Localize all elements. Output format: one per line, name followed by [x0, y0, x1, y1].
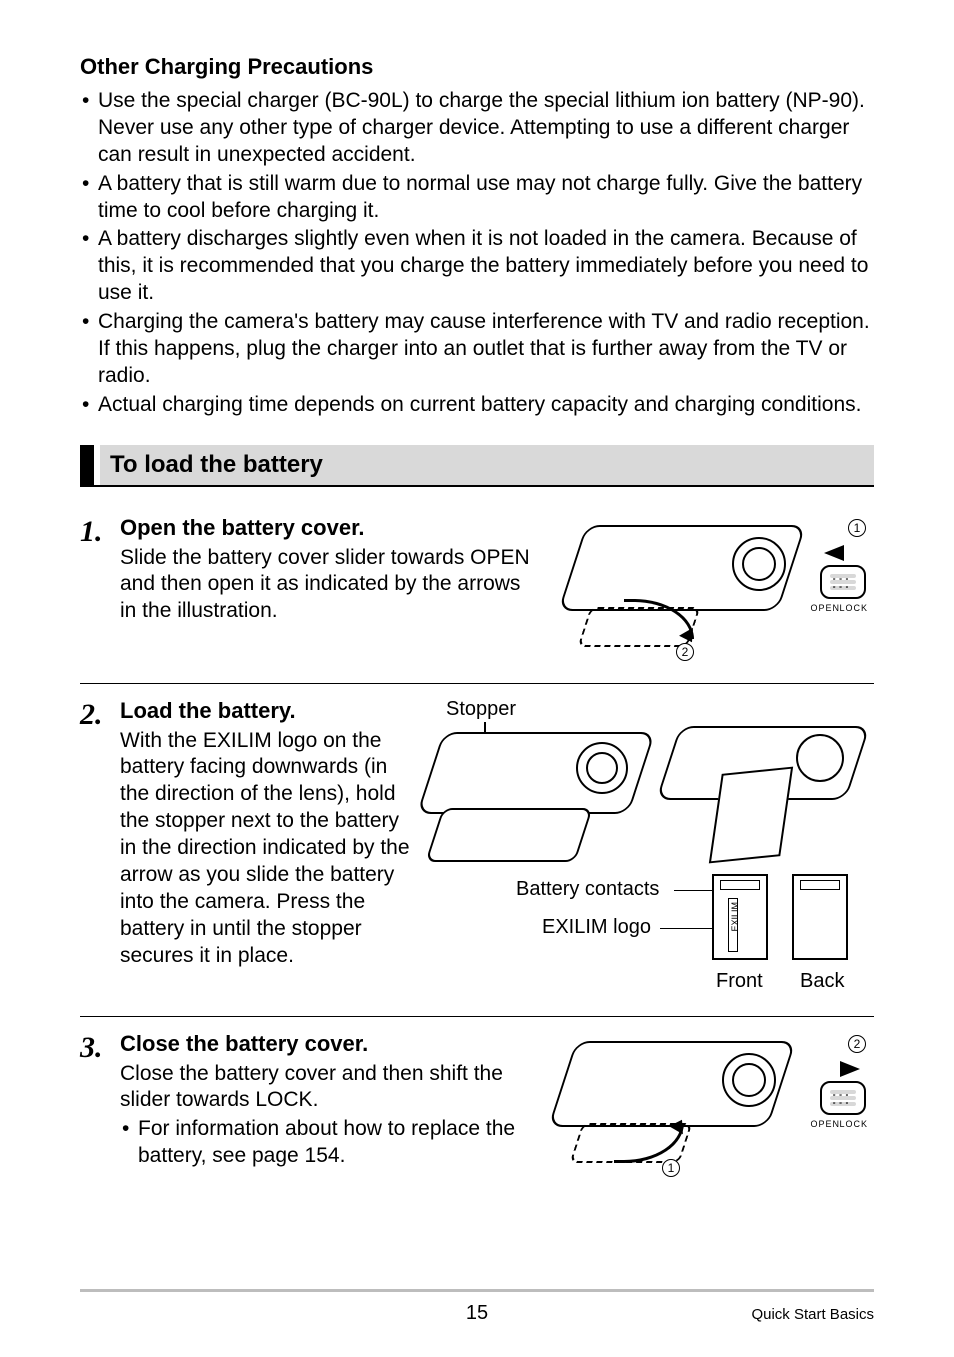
step-text: Close the battery cover and then shift t…: [120, 1061, 538, 1171]
precautions-list: Use the special charger (BC-90L) to char…: [80, 88, 874, 419]
divider: [80, 1016, 874, 1017]
section-header: To load the battery: [80, 445, 874, 487]
precaution-item: Charging the camera's battery may cause …: [80, 309, 874, 390]
precaution-item: Actual charging time depends on current …: [80, 392, 874, 419]
figure-open-cover: 1 ∘∘∘∘∘∘ OPEN LOCK 2: [554, 515, 874, 665]
page-footer: 15 Quick Start Basics: [80, 1289, 874, 1325]
step-number: 2.: [80, 698, 120, 730]
step-1: 1. Open the battery cover. Slide the bat…: [80, 505, 874, 679]
back-label: Back: [800, 970, 844, 993]
lock-label: LOCK: [839, 1119, 868, 1129]
step-text: With the EXILIM logo on the battery faci…: [120, 728, 420, 970]
arrow-icon: [824, 545, 844, 561]
step-text: Slide the battery cover slider towards O…: [120, 545, 538, 626]
open-label: OPEN: [810, 603, 840, 613]
step-sub-bullet: For information about how to replace the…: [120, 1116, 538, 1170]
callout-2-icon: 2: [676, 643, 694, 661]
leader-line: [674, 890, 716, 892]
callout-1-icon: 1: [662, 1159, 680, 1177]
step-title: Open the battery cover.: [120, 515, 538, 541]
footer-section-label: Quick Start Basics: [674, 1306, 874, 1323]
callout-1-icon: 1: [848, 519, 866, 537]
slider-icon: ∘∘∘∘∘∘: [820, 565, 866, 599]
slider-icon: ∘∘∘∘∘∘: [820, 1081, 866, 1115]
page-number: 15: [280, 1302, 674, 1325]
step-title: Close the battery cover.: [120, 1031, 538, 1057]
step-3: 3. Close the battery cover. Close the ba…: [80, 1021, 874, 1195]
contacts-label: Battery contacts: [516, 878, 659, 901]
step-2: 2. Load the battery. With the EXILIM log…: [80, 688, 874, 1012]
precautions-heading: Other Charging Precautions: [80, 54, 874, 80]
lock-label: LOCK: [839, 603, 868, 613]
callout-2-icon: 2: [848, 1035, 866, 1053]
section-tick: [80, 445, 94, 485]
precaution-item: A battery that is still warm due to norm…: [80, 171, 874, 225]
step-number: 1.: [80, 515, 120, 547]
leader-line: [660, 928, 720, 930]
step-number: 3.: [80, 1031, 120, 1063]
precaution-item: Use the special charger (BC-90L) to char…: [80, 88, 874, 169]
step-title: Load the battery.: [120, 698, 420, 724]
figure-close-cover: 2 ∘∘∘∘∘∘ OPEN LOCK 1: [554, 1031, 874, 1181]
figure-load-battery: Stopper Battery contacts EXILIM logo: [436, 698, 866, 998]
stopper-label: Stopper: [446, 698, 516, 721]
front-label: Front: [716, 970, 763, 993]
precaution-item: A battery discharges slightly even when …: [80, 226, 874, 307]
logo-label: EXILIM logo: [542, 916, 651, 939]
divider: [80, 683, 874, 684]
arrow-icon: [840, 1061, 860, 1077]
open-label: OPEN: [810, 1119, 840, 1129]
section-title: To load the battery: [100, 445, 874, 485]
